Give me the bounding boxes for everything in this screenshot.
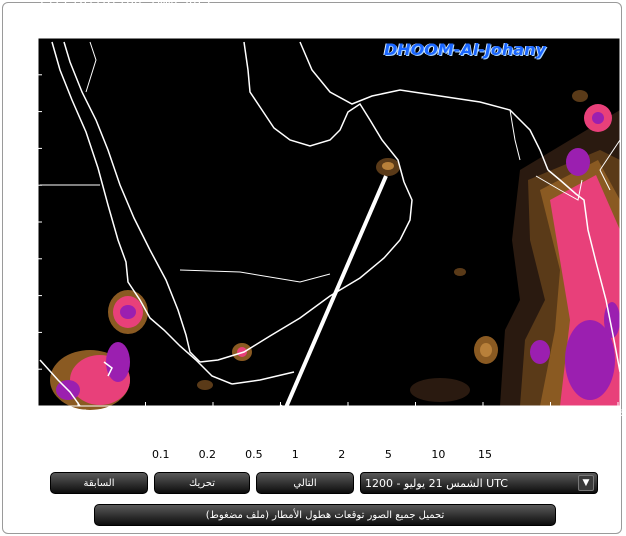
longitude-label: 45E [204, 409, 221, 419]
legend-label: 0.2 [198, 448, 217, 461]
latitude-label: 16N [18, 292, 36, 302]
longitude-labels: 35E 40E 45E 50E 55E 60E 65E 70E 75 [69, 402, 624, 419]
legend-label: 2 [338, 448, 346, 461]
latitude-label: 26N [18, 108, 36, 118]
legend-label: 10 [431, 448, 446, 461]
latitude-label: 20N [18, 218, 36, 228]
legend-label: 0.5 [245, 448, 263, 461]
longitude-label: 50E [272, 409, 289, 419]
coastlines [39, 41, 621, 407]
latitude-label: 28N [18, 71, 36, 81]
longitude-label: 60E [407, 409, 424, 419]
latitude-labels: 30N 28N 26N 24N 22N 20N 18N 16N 14N 12N 10N [18, 34, 42, 412]
longitude-label: 55E [339, 409, 356, 419]
longitude-label: 40E [137, 409, 154, 419]
latitude-label: 18N [18, 255, 36, 265]
chevron-down-icon[interactable]: ▼ [578, 475, 594, 491]
watermark: DHOOM-Al-Johany [384, 40, 546, 59]
forecast-time: 12 UTC [540, 15, 595, 33]
latitude-label: 30N [18, 34, 36, 44]
animate-button[interactable]: تحريك [154, 472, 250, 494]
time-select[interactable]: 1200 - الشمس 21 يوليو UTC ▼ [360, 472, 598, 494]
download-all-button[interactable]: (تحميل جميع الصور توقعات هطول الأمطار (م… [94, 504, 556, 526]
next-button[interactable]: التالي [256, 472, 354, 494]
annotation-arrow [276, 175, 388, 428]
latitude-label: 22N [18, 181, 36, 191]
longitude-label: 75 [612, 409, 623, 419]
latitude-label: 12N [18, 365, 36, 375]
latitude-label: 14N [18, 328, 36, 338]
legend-label: 1 [291, 448, 299, 461]
latitude-label: 10N [18, 402, 36, 412]
longitude-label: 35E [69, 409, 86, 419]
previous-button[interactable]: السابقة [50, 472, 148, 494]
latitude-label: 24N [18, 144, 36, 154]
model-label: GFS 018 Hour Forecast [40, 15, 230, 33]
legend-label: 5 [384, 448, 392, 461]
precip-areas [50, 90, 620, 410]
legend-label: 15 [478, 448, 492, 461]
forecast-date: Sun 21 Jul 2013 [342, 15, 478, 33]
time-select-value: 1200 - الشمس 21 يوليو UTC [365, 476, 508, 490]
legend-label: 0.1 [152, 448, 170, 461]
longitude-label: 70E [542, 409, 559, 419]
precipitation-map: 30N 28N 26N 24N 22N 20N 18N 16N 14N 12N 10N 35E 40E… [18, 34, 624, 428]
longitude-label: 65E [474, 409, 491, 419]
map-variable-title: Precipitation (mm/3hr) [40, 0, 213, 9]
